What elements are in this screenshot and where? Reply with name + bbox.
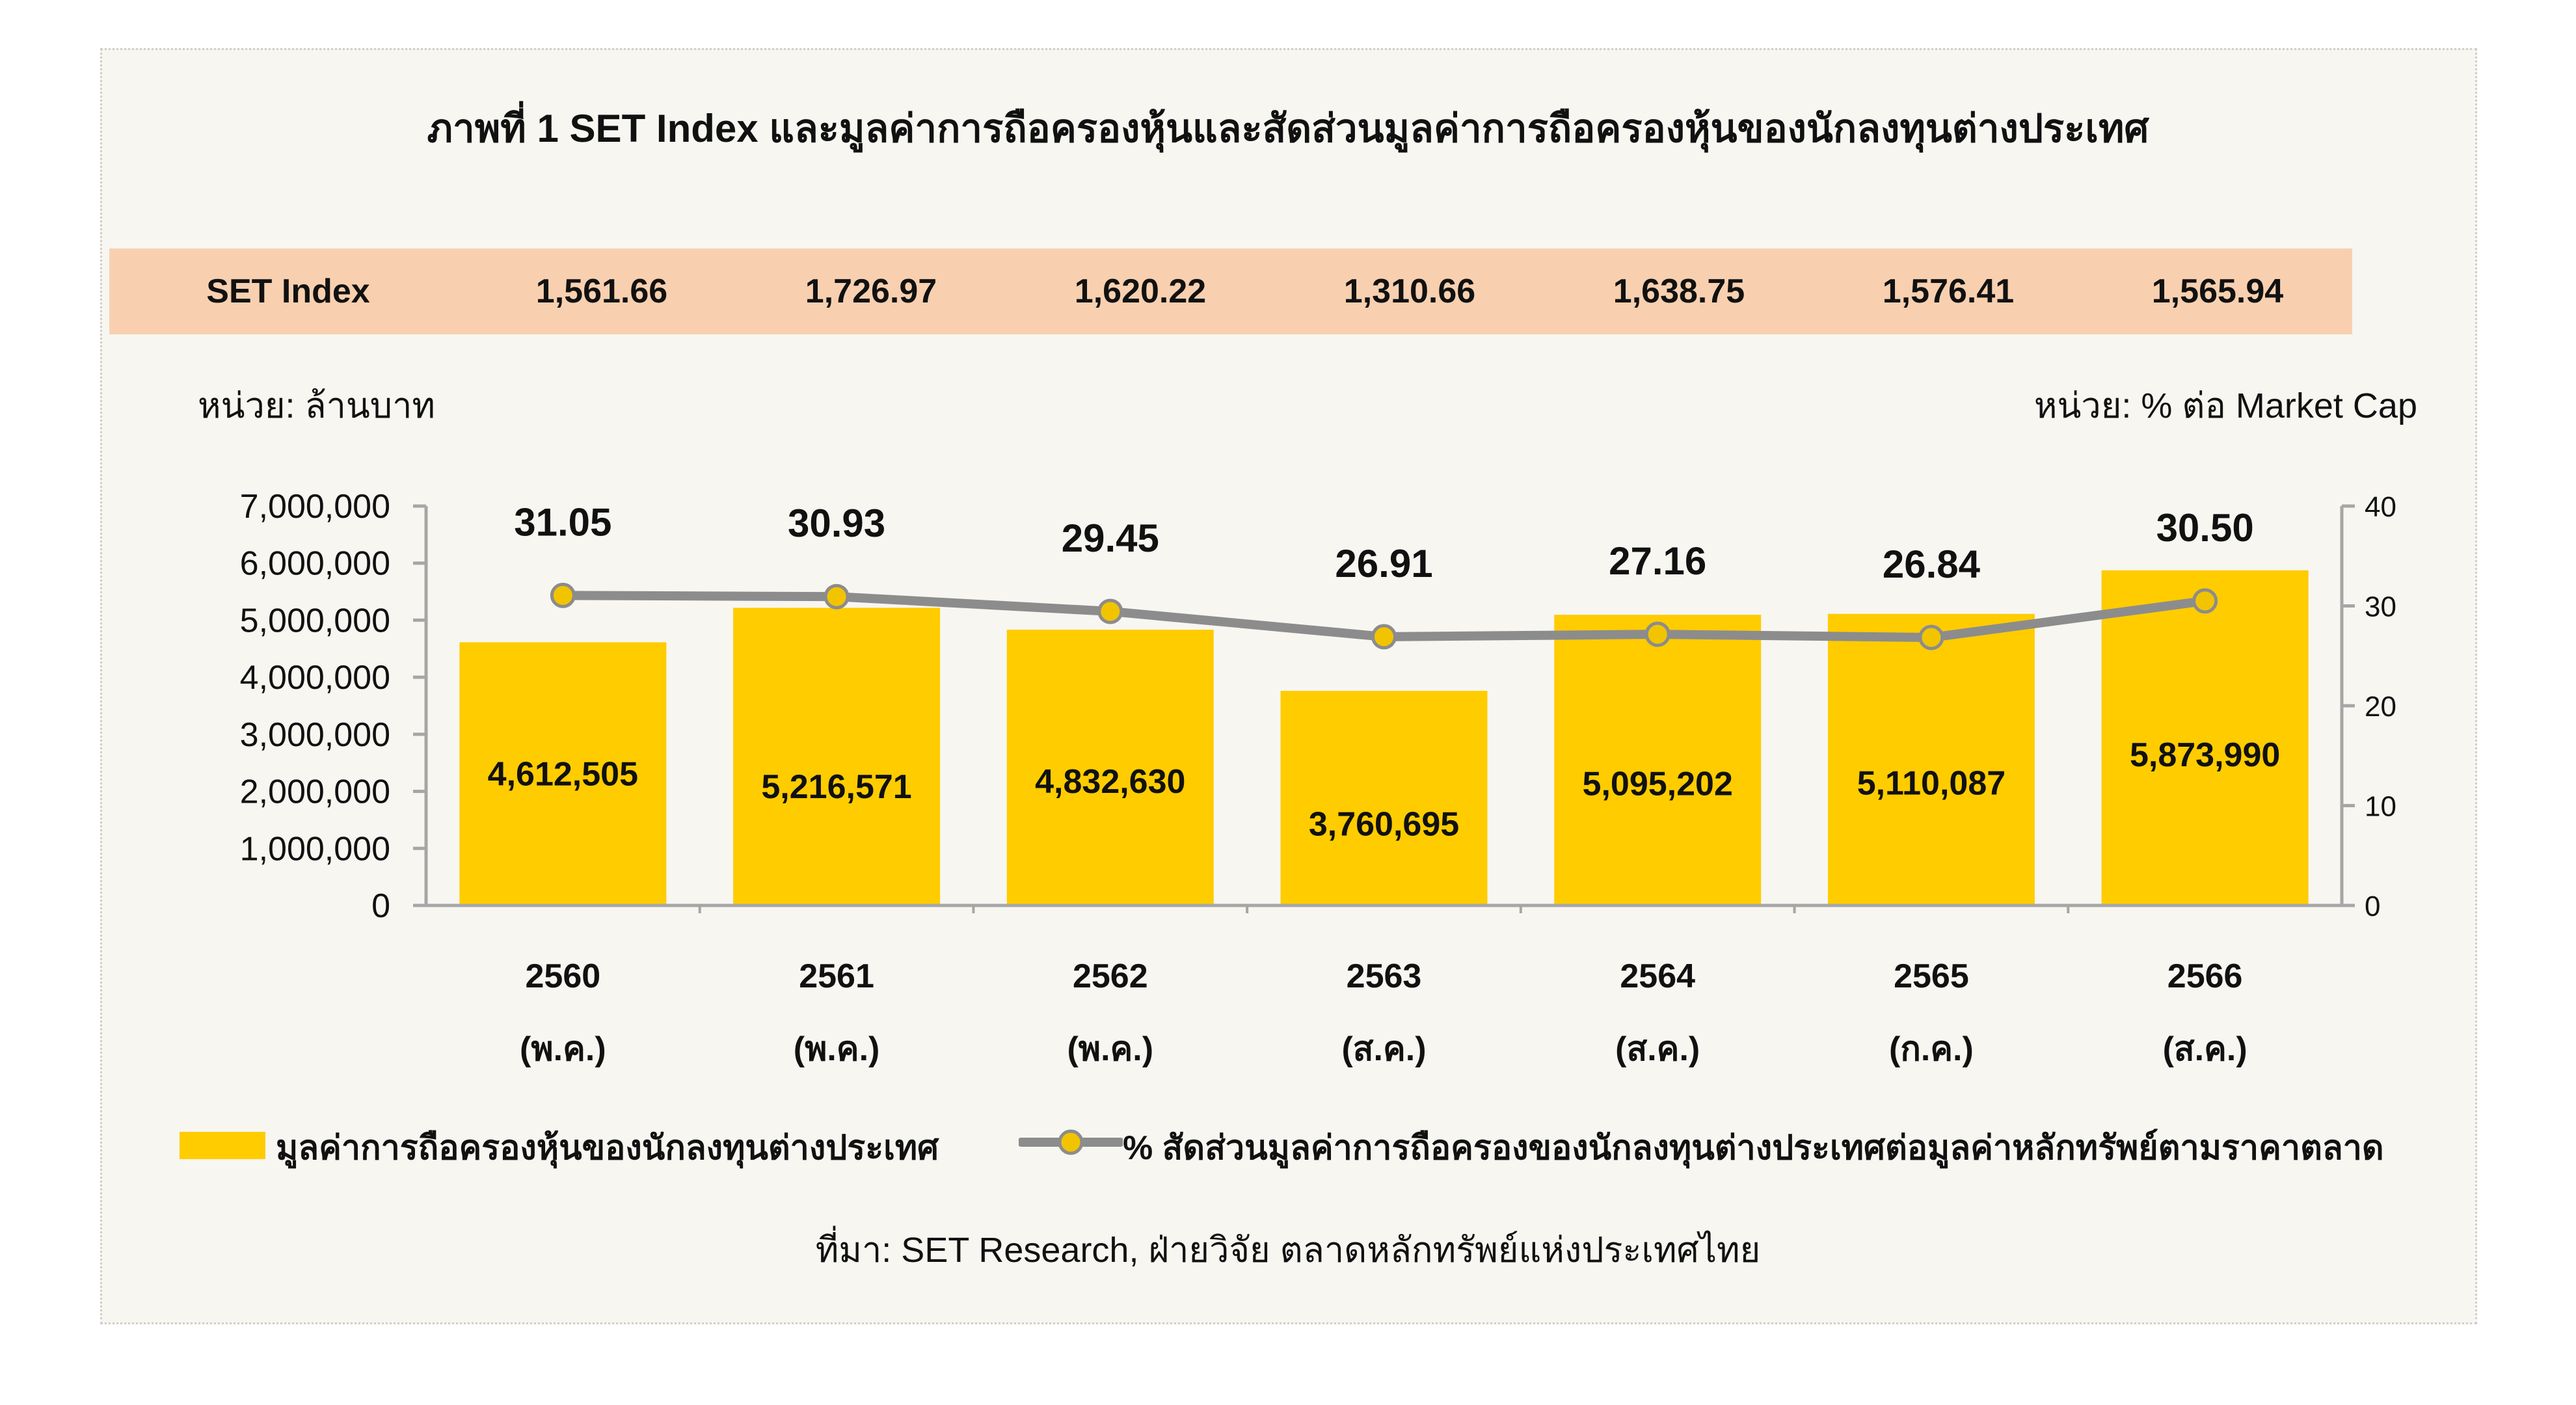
- legend-bar-label: มูลค่าการถือครองหุ้นของนักลงทุนต่างประเท…: [276, 1129, 939, 1167]
- right-axis-unit: หน่วย: % ต่อ Market Cap: [2033, 386, 2417, 425]
- y-right-tick-label: 30: [2365, 591, 2396, 623]
- line-value-label: 30.50: [2156, 506, 2254, 550]
- y-left-tick-label: 6,000,000: [240, 545, 390, 583]
- y-right-tick-label: 10: [2365, 791, 2396, 823]
- set-index-value: 1,620.22: [1074, 273, 1207, 310]
- x-category-sublabel: (ส.ค.): [2163, 1030, 2247, 1068]
- y-left-tick-label: 5,000,000: [240, 602, 390, 639]
- bar-value-label: 5,110,087: [1857, 765, 2006, 803]
- y-left-tick-label: 4,000,000: [240, 659, 390, 697]
- set-index-value: 1,638.75: [1613, 273, 1745, 310]
- x-category-sublabel: (ส.ค.): [1341, 1030, 1426, 1068]
- x-category-sublabel: (ส.ค.): [1615, 1030, 1700, 1068]
- bar-value-label: 5,095,202: [1583, 765, 1733, 803]
- set-index-value: 1,310.66: [1343, 273, 1476, 310]
- x-category-label: 2561: [799, 957, 874, 995]
- bar: [1554, 615, 1762, 905]
- legend-line-swatch: [1019, 1129, 1123, 1155]
- combo-chart: 0 1,000,000 2,000,000 3,000,000 4,000,000 5,0…: [240, 488, 2396, 1068]
- y-left-tick-label: 0: [371, 887, 390, 925]
- line-marker: [550, 582, 576, 608]
- legend-line-label: % สัดส่วนมูลค่าการถือครองของนักลงทุนต่าง…: [1123, 1129, 2384, 1167]
- bar: [459, 642, 667, 905]
- bar: [2101, 570, 2309, 905]
- x-category-label: 2560: [526, 957, 601, 995]
- x-category-label: 2563: [1347, 957, 1422, 995]
- line-value-label: 26.84: [1883, 542, 1981, 586]
- set-index-value: 1,561.66: [535, 273, 668, 310]
- bar-value-label: 3,760,695: [1309, 806, 1459, 844]
- y-right-tick-label: 40: [2365, 491, 2396, 523]
- bar-value-label: 5,873,990: [2130, 736, 2280, 774]
- line-marker: [1097, 598, 1123, 624]
- x-category-label: 2564: [1620, 957, 1695, 995]
- source-note: ที่มา: SET Research, ฝ่ายวิจัย ตลาดหลักท…: [815, 1231, 1761, 1270]
- x-category-label: 2562: [1073, 957, 1148, 995]
- line-value-label: 31.05: [514, 500, 611, 544]
- line-marker: [1371, 624, 1397, 650]
- bar: [1006, 630, 1214, 905]
- bar: [1280, 691, 1488, 905]
- bar-value-label: 5,216,571: [761, 768, 911, 806]
- line-marker: [1644, 621, 1670, 647]
- set-index-strip: SET Index 1,561.66 1,726.97 1,620.22 1,3…: [109, 248, 2352, 334]
- bar: [1827, 613, 2035, 905]
- line-marker: [1918, 624, 1944, 650]
- y-right-tick-label: 0: [2365, 890, 2380, 922]
- legend: มูลค่าการถือครองหุ้นของนักลงทุนต่างประเท…: [180, 1114, 2430, 1167]
- bar: [733, 608, 941, 905]
- line-value-label: 30.93: [788, 502, 885, 545]
- x-category-sublabel: (พ.ค.): [794, 1030, 880, 1068]
- y-left-tick-label: 2,000,000: [240, 773, 390, 811]
- line-value-label: 26.91: [1335, 542, 1432, 585]
- line-marker: [824, 583, 850, 609]
- set-index-label: SET Index: [206, 273, 370, 310]
- x-category-label: 2566: [2167, 957, 2243, 995]
- x-category-sublabel: (พ.ค.): [520, 1030, 606, 1068]
- line-value-label: 27.16: [1609, 539, 1706, 583]
- bar-value-label: 4,832,630: [1035, 763, 1185, 801]
- y-left-tick-label: 1,000,000: [240, 830, 390, 868]
- x-category-label: 2565: [1894, 957, 1969, 995]
- x-category-sublabel: (พ.ค.): [1067, 1030, 1153, 1068]
- line-marker: [2192, 588, 2218, 614]
- set-index-value: 1,576.41: [1882, 273, 2015, 310]
- x-category-sublabel: (ก.ค.): [1889, 1030, 1974, 1068]
- left-axis-unit: หน่วย: ล้านบาท: [198, 386, 436, 425]
- y-right-tick-label: 20: [2365, 691, 2396, 723]
- set-index-value: 1,726.97: [805, 273, 937, 310]
- set-index-value: 1,565.94: [2151, 273, 2284, 310]
- y-left-tick-label: 7,000,000: [240, 488, 390, 526]
- bar-value-label: 4,612,505: [488, 756, 638, 794]
- legend-bar-swatch: [180, 1132, 265, 1159]
- y-left-tick-label: 3,000,000: [240, 716, 390, 754]
- chart-title: ภาพที่ 1 SET Index และมูลค่าการถือครองหุ…: [427, 107, 2149, 150]
- line-value-label: 29.45: [1062, 516, 1159, 560]
